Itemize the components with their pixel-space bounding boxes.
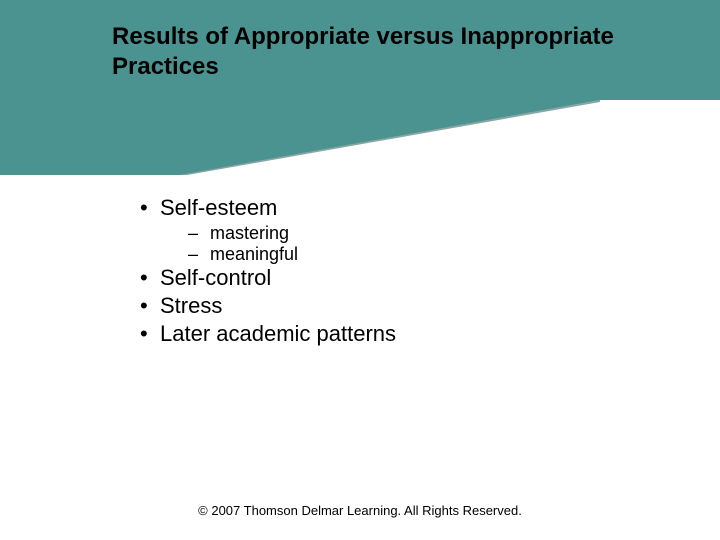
bullet-sub-item: – mastering: [188, 223, 640, 244]
bullet-item: • Self-control: [140, 265, 640, 291]
bullet-dot-icon: •: [140, 265, 160, 291]
bullet-text: Self-control: [160, 265, 271, 291]
bullet-dash-icon: –: [188, 223, 210, 244]
bullet-text: Self-esteem: [160, 195, 277, 221]
bullet-dot-icon: •: [140, 321, 160, 347]
slide-title: Results of Appropriate versus Inappropri…: [112, 22, 632, 82]
bullet-item: • Stress: [140, 293, 640, 319]
bullet-text: Stress: [160, 293, 222, 319]
bullet-dot-icon: •: [140, 293, 160, 319]
content-area: • Self-esteem – mastering – meaningful •…: [140, 195, 640, 349]
bullet-dot-icon: •: [140, 195, 160, 221]
copyright-footer: © 2007 Thomson Delmar Learning. All Righ…: [0, 503, 720, 518]
bullet-dash-icon: –: [188, 244, 210, 265]
slide: Results of Appropriate versus Inappropri…: [0, 0, 720, 540]
bullet-item: • Self-esteem: [140, 195, 640, 221]
bullet-sub-item: – meaningful: [188, 244, 640, 265]
bullet-item: • Later academic patterns: [140, 321, 640, 347]
bullet-text: Later academic patterns: [160, 321, 396, 347]
bullet-text: meaningful: [210, 244, 298, 265]
bullet-text: mastering: [210, 223, 289, 244]
